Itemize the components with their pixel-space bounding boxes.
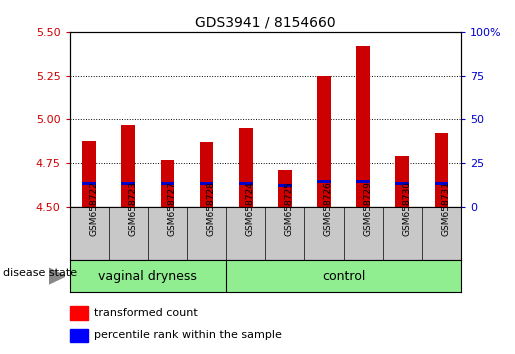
Bar — [317, 180, 331, 183]
Text: control: control — [322, 270, 365, 282]
Title: GDS3941 / 8154660: GDS3941 / 8154660 — [195, 15, 336, 29]
Bar — [396, 182, 409, 185]
Bar — [239, 182, 252, 185]
Bar — [356, 180, 370, 183]
Bar — [161, 182, 174, 185]
Text: GSM658722: GSM658722 — [89, 181, 98, 236]
Bar — [317, 76, 331, 207]
Bar — [82, 141, 96, 207]
Bar — [435, 133, 448, 207]
Bar — [200, 142, 213, 207]
Polygon shape — [49, 268, 65, 284]
Bar — [396, 156, 409, 207]
Bar — [278, 184, 291, 187]
Bar — [356, 46, 370, 207]
Text: GSM658730: GSM658730 — [402, 181, 411, 236]
Bar — [70, 329, 88, 342]
Bar — [200, 182, 213, 185]
Bar — [82, 182, 96, 185]
Text: transformed count: transformed count — [94, 308, 198, 318]
Bar — [161, 160, 174, 207]
Text: GSM658724: GSM658724 — [246, 181, 254, 236]
Text: GSM658726: GSM658726 — [324, 181, 333, 236]
Text: GSM658723: GSM658723 — [128, 181, 137, 236]
Bar — [435, 182, 448, 185]
Text: GSM658727: GSM658727 — [167, 181, 176, 236]
Text: GSM658731: GSM658731 — [441, 181, 450, 236]
Text: GSM658725: GSM658725 — [285, 181, 294, 236]
Text: vaginal dryness: vaginal dryness — [98, 270, 197, 282]
Text: percentile rank within the sample: percentile rank within the sample — [94, 330, 282, 341]
Text: GSM658728: GSM658728 — [207, 181, 215, 236]
Bar — [122, 182, 135, 185]
Bar — [239, 128, 252, 207]
Bar — [70, 307, 88, 320]
Bar — [122, 125, 135, 207]
Text: disease state: disease state — [3, 268, 77, 278]
Bar — [278, 170, 291, 207]
Text: GSM658729: GSM658729 — [363, 181, 372, 236]
